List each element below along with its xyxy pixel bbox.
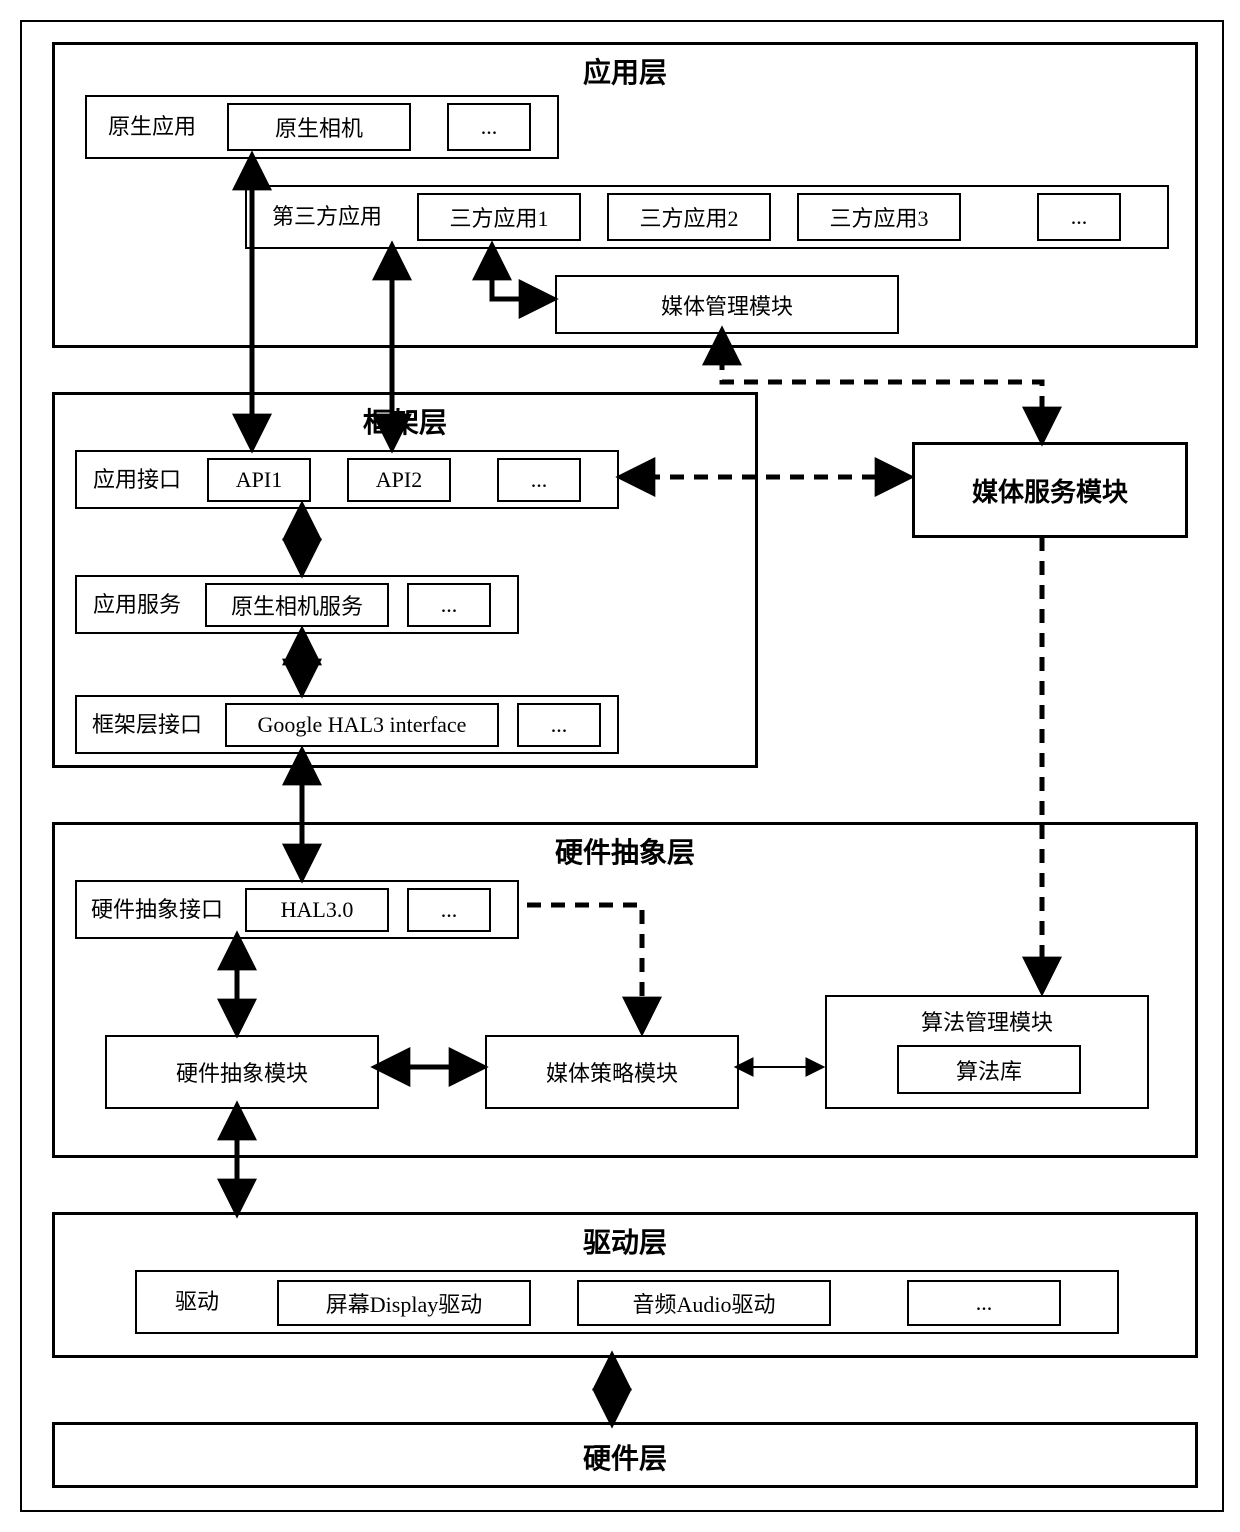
display-driver-box: 屏幕Display驱动 [277,1280,531,1326]
third-party-app2: 三方应用2 [607,193,771,241]
native-app-more: ... [447,103,531,151]
framework-layer: 框架层 应用接口 API1 API2 ... 应用服务 原生相机服务 ... 框… [52,392,758,768]
native-app-row: 原生应用 原生相机 ... [85,95,559,159]
hal-layer-title: 硬件抽象层 [55,831,1195,871]
hardware-layer: 硬件层 [52,1422,1198,1488]
app-layer: 应用层 原生应用 原生相机 ... 第三方应用 三方应用1 三方应用2 三方应用… [52,42,1198,348]
third-party-more: ... [1037,193,1121,241]
media-mgmt-box: 媒体管理模块 [555,275,899,334]
app-interface-row: 应用接口 API1 API2 ... [75,450,619,509]
app-service-row: 应用服务 原生相机服务 ... [75,575,519,634]
api1-box: API1 [207,458,311,502]
audio-driver-box: 音频Audio驱动 [577,1280,831,1326]
driver-layer-title: 驱动层 [55,1221,1195,1261]
fw-interface-row: 框架层接口 Google HAL3 interface ... [75,695,619,754]
third-party-app1: 三方应用1 [417,193,581,241]
api2-box: API2 [347,458,451,502]
algo-mgmt-box: 算法管理模块 算法库 [825,995,1149,1109]
hal-layer: 硬件抽象层 硬件抽象接口 HAL3.0 ... 硬件抽象模块 媒体策略模块 算法… [52,822,1198,1158]
driver-more: ... [907,1280,1061,1326]
native-cam-svc-box: 原生相机服务 [205,583,389,627]
media-policy-box: 媒体策略模块 [485,1035,739,1109]
app-service-label: 应用服务 [77,577,197,628]
hal-interface-more: ... [407,888,491,932]
hardware-layer-title: 硬件层 [55,1437,1195,1477]
third-party-app3: 三方应用3 [797,193,961,241]
algo-mgmt-label: 算法管理模块 [827,997,1147,1037]
diagram-container: 应用层 原生应用 原生相机 ... 第三方应用 三方应用1 三方应用2 三方应用… [20,20,1224,1512]
third-party-label: 第三方应用 [247,187,407,243]
hal30-box: HAL3.0 [245,888,389,932]
fw-interface-label: 框架层接口 [77,697,217,748]
hal3-interface-box: Google HAL3 interface [225,703,499,747]
third-party-row: 第三方应用 三方应用1 三方应用2 三方应用3 ... [245,185,1169,249]
app-interface-label: 应用接口 [77,452,197,503]
hal-interface-label: 硬件抽象接口 [77,882,237,933]
driver-layer: 驱动层 驱动 屏幕Display驱动 音频Audio驱动 ... [52,1212,1198,1358]
algo-lib-box: 算法库 [897,1045,1081,1094]
driver-label: 驱动 [137,1272,257,1328]
fw-interface-more: ... [517,703,601,747]
hal-module-box: 硬件抽象模块 [105,1035,379,1109]
framework-layer-title: 框架层 [55,401,755,441]
native-camera-box: 原生相机 [227,103,411,151]
hal-interface-row: 硬件抽象接口 HAL3.0 ... [75,880,519,939]
app-service-more: ... [407,583,491,627]
media-service-box: 媒体服务模块 [912,442,1188,538]
app-layer-title: 应用层 [55,51,1195,91]
driver-row: 驱动 屏幕Display驱动 音频Audio驱动 ... [135,1270,1119,1334]
native-app-label: 原生应用 [87,97,217,153]
api-more: ... [497,458,581,502]
